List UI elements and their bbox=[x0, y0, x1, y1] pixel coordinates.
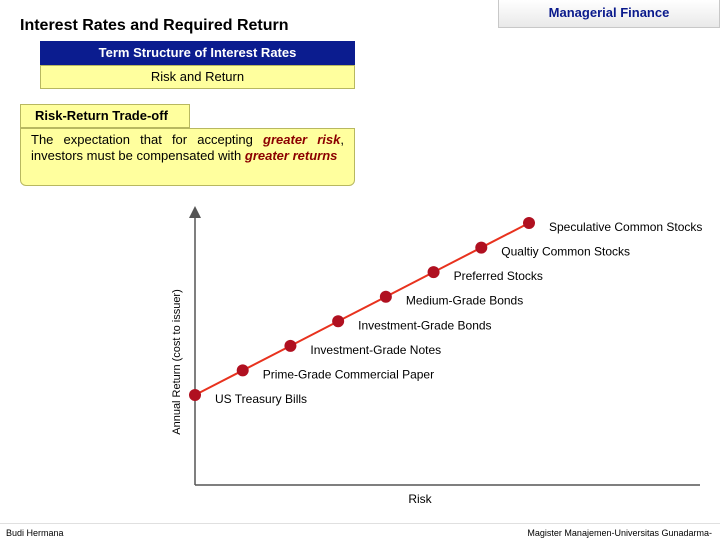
data-point bbox=[284, 339, 297, 352]
data-point-label: US Treasury Bills bbox=[215, 392, 307, 406]
data-point-label: Medium-Grade Bonds bbox=[406, 294, 523, 308]
data-point bbox=[379, 290, 392, 303]
concept-greater-risk: greater risk bbox=[263, 132, 341, 147]
y-axis-label: Annual Return (cost to issuer) bbox=[171, 289, 183, 435]
data-point-label: Prime-Grade Commercial Paper bbox=[263, 367, 434, 381]
concept-definition: The expectation that for accepting great… bbox=[20, 128, 355, 186]
course-tab: Managerial Finance bbox=[498, 0, 720, 28]
data-point bbox=[189, 389, 201, 401]
concept-greater-returns: greater returns bbox=[244, 148, 338, 163]
x-axis-label: Risk bbox=[408, 492, 432, 506]
data-point-label: Preferred Stocks bbox=[454, 269, 543, 283]
subsection-banner: Risk and Return bbox=[40, 65, 355, 89]
footer-institution: Magister Manajemen-Universitas Gunadarma… bbox=[527, 528, 712, 538]
section-banner: Term Structure of Interest Rates bbox=[40, 41, 355, 65]
data-point-label: Investment-Grade Notes bbox=[310, 343, 441, 357]
data-point-label: Qualtiy Common Stocks bbox=[501, 245, 630, 259]
data-point bbox=[523, 217, 535, 229]
concept-title: Risk-Return Trade-off bbox=[20, 104, 190, 128]
data-point-label: Speculative Common Stocks bbox=[549, 220, 702, 234]
data-point bbox=[332, 315, 345, 328]
page-title: Interest Rates and Required Return bbox=[20, 17, 289, 34]
series-group: US Treasury Bills Prime-Grade Commercial … bbox=[189, 217, 702, 406]
data-point bbox=[236, 364, 249, 377]
data-point bbox=[427, 266, 440, 279]
data-point bbox=[475, 241, 488, 254]
concept-text-1: The expectation that for accepting bbox=[31, 132, 264, 147]
data-point-label: Investment-Grade Bonds bbox=[358, 318, 491, 332]
footer-divider bbox=[0, 523, 720, 524]
concept-text-2: , investors must be compensated with bbox=[31, 132, 344, 163]
risk-return-line bbox=[194, 222, 530, 396]
footer-author: Budi Hermana bbox=[6, 528, 64, 538]
